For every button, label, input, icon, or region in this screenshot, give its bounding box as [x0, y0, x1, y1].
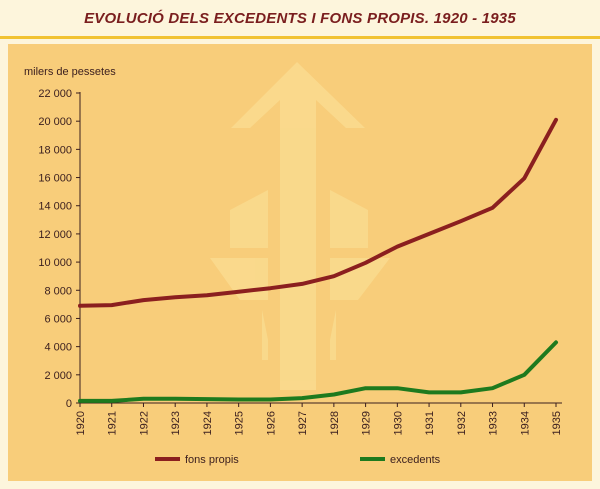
- legend: fons propis excedents: [155, 454, 441, 466]
- data-point-excedents: [395, 386, 399, 390]
- series-line-excedents: [78, 340, 558, 403]
- data-point-excedents: [268, 397, 272, 401]
- x-tick-label: 1924: [202, 411, 214, 435]
- y-tick-label: 8 000: [44, 285, 72, 297]
- y-tick-label: 2 000: [44, 370, 72, 382]
- data-point-fons-propis: [300, 282, 304, 286]
- y-tick-label: 4 000: [44, 342, 72, 354]
- x-tick-label: 1933: [488, 411, 500, 435]
- y-tick-label: 12 000: [38, 229, 72, 241]
- data-point-excedents: [173, 397, 177, 401]
- data-point-excedents: [300, 396, 304, 400]
- data-point-fons-propis: [141, 298, 145, 302]
- y-tick-label: 20 000: [38, 116, 72, 128]
- x-tick-label: 1929: [361, 411, 373, 435]
- x-tick-label: 1928: [329, 411, 341, 435]
- series-lines: [78, 117, 558, 403]
- y-ticks: 0 2 000 4 000 6 000 8 000 10 000 12 000 14 000 1…: [38, 88, 80, 410]
- x-ticks: 1920 1921 1922 1923 1924 1925 1926 1927 1928 1929…: [75, 403, 563, 435]
- data-point-excedents: [110, 399, 114, 403]
- data-point-fons-propis: [522, 176, 526, 180]
- data-point-excedents: [332, 393, 336, 397]
- series-line-fons-propis: [78, 117, 558, 308]
- data-point-excedents: [522, 373, 526, 377]
- legend-label-fons-propis: fons propis: [185, 454, 239, 466]
- data-point-excedents: [427, 390, 431, 394]
- x-tick-label: 1922: [138, 411, 150, 435]
- data-point-fons-propis: [332, 274, 336, 278]
- y-tick-label: 6 000: [44, 313, 72, 325]
- y-tick-label: 10 000: [38, 257, 72, 269]
- legend-label-excedents: excedents: [390, 454, 441, 466]
- data-point-excedents: [237, 397, 241, 401]
- data-point-excedents: [554, 340, 558, 344]
- data-point-fons-propis: [205, 293, 209, 297]
- data-point-fons-propis: [110, 303, 114, 307]
- x-tick-label: 1927: [297, 411, 309, 435]
- data-point-excedents: [78, 399, 82, 403]
- y-tick-label: 0: [66, 398, 72, 410]
- data-point-excedents: [491, 386, 495, 390]
- data-point-fons-propis: [491, 206, 495, 210]
- x-tick-label: 1926: [265, 411, 277, 435]
- data-point-excedents: [459, 390, 463, 394]
- chart-title: EVOLUCIÓ DELS EXCEDENTS I FONS PROPIS. 1…: [84, 10, 516, 27]
- data-point-fons-propis: [237, 290, 241, 294]
- data-point-fons-propis: [554, 118, 558, 122]
- data-point-fons-propis: [173, 295, 177, 299]
- x-tick-label: 1930: [392, 411, 404, 435]
- y-tick-label: 16 000: [38, 173, 72, 185]
- x-tick-label: 1921: [107, 411, 119, 435]
- x-tick-label: 1923: [170, 411, 182, 435]
- data-point-fons-propis: [395, 245, 399, 249]
- y-axis-label: milers de pessetes: [24, 66, 116, 78]
- x-tick-label: 1932: [456, 411, 468, 435]
- y-tick-label: 22 000: [38, 88, 72, 100]
- data-point-fons-propis: [364, 261, 368, 265]
- x-tick-label: 1935: [551, 411, 563, 435]
- data-point-fons-propis: [78, 304, 82, 308]
- title-rule: [0, 36, 600, 39]
- x-tick-label: 1934: [519, 411, 531, 435]
- y-tick-label: 14 000: [38, 201, 72, 213]
- data-point-excedents: [364, 386, 368, 390]
- data-point-excedents: [205, 397, 209, 401]
- x-tick-label: 1920: [75, 411, 87, 435]
- data-point-fons-propis: [268, 286, 272, 290]
- data-point-fons-propis: [459, 219, 463, 223]
- data-point-excedents: [141, 397, 145, 401]
- x-tick-label: 1925: [234, 411, 246, 435]
- data-point-fons-propis: [427, 232, 431, 236]
- x-tick-label: 1931: [424, 411, 436, 435]
- emblem-watermark: [210, 62, 390, 390]
- y-tick-label: 18 000: [38, 144, 72, 156]
